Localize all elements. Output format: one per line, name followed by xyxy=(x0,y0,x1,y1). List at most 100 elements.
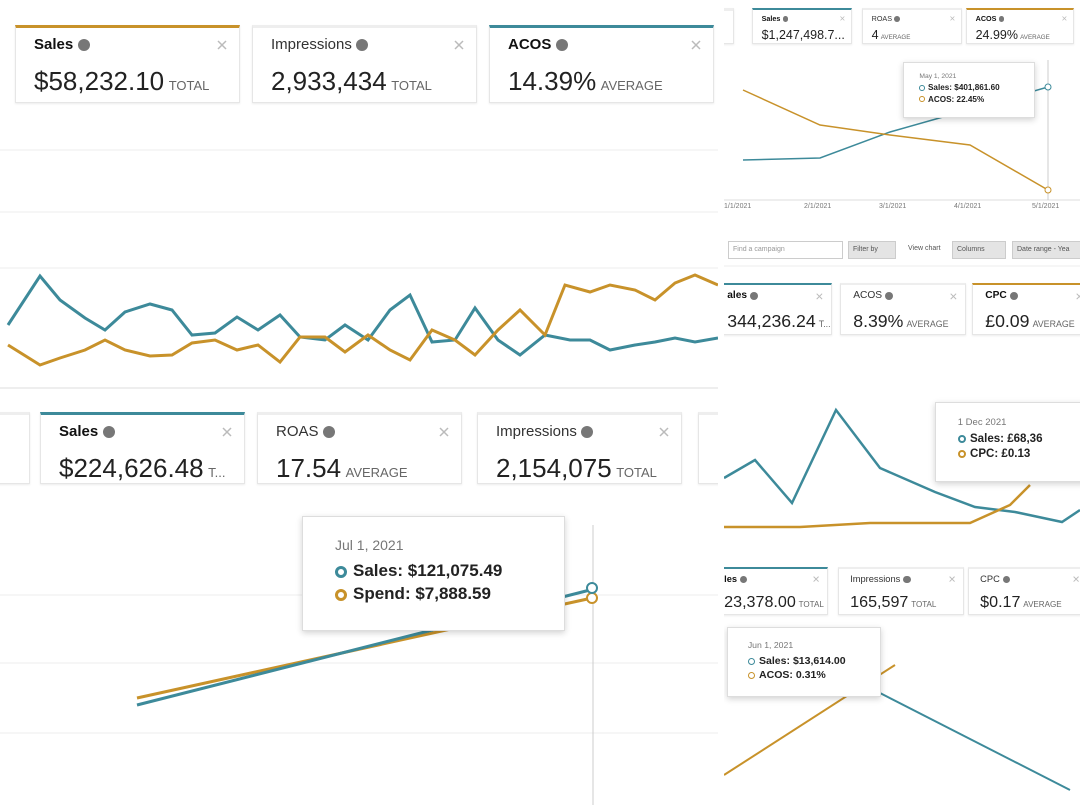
panel: Sales $58,232.10 TOTAL Impressions 2,933,434… xyxy=(0,0,718,392)
close-icon[interactable] xyxy=(659,427,669,437)
close-icon[interactable] xyxy=(950,15,956,21)
columns-button[interactable]: Columns xyxy=(952,241,1006,259)
metric-card[interactable]: Sales $224,626.48 T... xyxy=(40,412,245,484)
search-box[interactable]: Find a campaign xyxy=(728,241,843,259)
close-icon[interactable] xyxy=(1062,15,1068,21)
close-icon[interactable] xyxy=(222,427,232,437)
metric-value-text: 344,236.24 xyxy=(727,310,816,331)
metric-unit: TOTAL xyxy=(168,78,210,93)
metric-card[interactable]: Impressions 2,154,075 TOTAL xyxy=(477,412,682,484)
close-icon[interactable] xyxy=(816,293,823,300)
metric-card[interactable]: ACOS 24.99% AVERAGE xyxy=(966,8,1074,44)
metric-label-text: ROAS xyxy=(276,423,319,440)
metric-label-text: ACOS xyxy=(975,13,997,23)
date-range-button[interactable]: Date range - Yea xyxy=(1012,241,1080,259)
card-edge xyxy=(724,8,734,44)
metric-card[interactable]: ROAS 17.54 AVERAGE xyxy=(257,412,462,484)
metric-value-text: 2,933,434 xyxy=(271,66,387,96)
tooltip-date: Jul 1, 2021 xyxy=(335,537,404,553)
info-icon xyxy=(102,426,115,439)
metric-value-text: 2,154,075 xyxy=(496,453,612,483)
metric-unit: TOTAL xyxy=(911,599,937,609)
info-icon xyxy=(581,426,594,439)
metric-card[interactable]: Sales $58,232.10 TOTAL xyxy=(15,25,240,103)
tooltip-text: ACOS: 22.45% xyxy=(927,94,985,104)
metric-card[interactable]: ACOS 8.39% AVERAGE xyxy=(840,283,966,335)
close-icon[interactable] xyxy=(1076,293,1080,300)
metric-value: $1,247,498.7... xyxy=(762,28,845,42)
metric-value-text: 4 xyxy=(871,28,879,43)
tooltip-text: ACOS: 0.31% xyxy=(758,669,826,682)
metric-label-text: Sales xyxy=(761,13,781,23)
metric-card[interactable]: les 23,378.00 TOTAL xyxy=(724,567,828,615)
legend-dot xyxy=(335,565,347,578)
legend-dot xyxy=(747,671,756,680)
view-chart-label: View chart xyxy=(908,245,941,252)
metric-card[interactable]: ROAS 4 AVERAGE xyxy=(862,8,962,44)
info-icon xyxy=(998,16,1005,22)
close-icon[interactable] xyxy=(454,40,464,50)
info-icon xyxy=(1009,291,1018,300)
close-icon[interactable] xyxy=(1073,576,1080,583)
close-icon[interactable] xyxy=(691,40,701,50)
metric-label-text: les xyxy=(724,573,738,584)
metric-label: Impressions xyxy=(850,574,911,584)
metric-value: 2,933,434 TOTAL xyxy=(271,66,432,97)
metric-label: Impressions xyxy=(496,423,594,440)
metric-value-text: 165,597 xyxy=(850,592,909,611)
metric-value-text: $224,626.48 xyxy=(59,453,204,483)
metric-label: CPC xyxy=(985,290,1018,301)
metric-card[interactable]: CPC £0.09 AVERAGE xyxy=(972,283,1080,335)
metric-card[interactable]: CPC $0.17 AVERAGE xyxy=(968,567,1080,615)
legend-dot xyxy=(957,450,966,459)
metric-label: Sales xyxy=(34,36,90,53)
metric-value: $224,626.48 T... xyxy=(59,453,225,484)
panel: les 23,378.00 TOTAL Impressions 165,597 TOTAL… xyxy=(724,566,1080,806)
metric-unit: AVERAGE xyxy=(345,465,408,480)
metric-unit: TOTAL xyxy=(616,465,657,480)
filter-button[interactable]: Filter by xyxy=(848,241,896,259)
metric-value: 165,597 TOTAL xyxy=(850,593,936,612)
panel: ales 344,236.24 T... ACOS 8.39% AVERAGE CPC £0.… xyxy=(724,234,1080,562)
metric-value: 14.39% AVERAGE xyxy=(508,66,663,97)
metric-card[interactable]: Sales $1,247,498.7... xyxy=(752,8,852,44)
info-icon xyxy=(1002,575,1011,584)
metric-value: $58,232.10 TOTAL xyxy=(34,66,209,97)
metric-unit: AVERAGE xyxy=(906,318,949,329)
metric-value: 23,378.00 TOTAL xyxy=(724,593,824,612)
metric-unit: TOTAL xyxy=(391,78,432,93)
close-icon[interactable] xyxy=(217,40,227,50)
metric-card[interactable]: Impressions 165,597 TOTAL xyxy=(838,567,964,615)
tooltip-date: 1 Dec 2021 xyxy=(957,416,1007,428)
tooltip-line: ACOS: 22.45% xyxy=(919,94,1018,105)
close-icon[interactable] xyxy=(813,576,820,583)
tooltip-line: CPC: £0.13 xyxy=(957,447,1073,463)
metric-label-text: ales xyxy=(727,290,748,302)
metric-value-text: 17.54 xyxy=(276,453,342,483)
close-icon[interactable] xyxy=(950,293,957,300)
metric-label: ACOS xyxy=(508,36,568,53)
metric-value: 4 AVERAGE xyxy=(872,28,911,42)
metric-value-text: 24.99% xyxy=(975,28,1018,43)
info-icon xyxy=(555,39,568,52)
metric-unit: AVERAGE xyxy=(880,34,911,42)
tooltip-date: May 1, 2021 xyxy=(919,72,957,80)
info-icon xyxy=(894,16,900,22)
metric-card[interactable]: Impressions 2,933,434 TOTAL xyxy=(252,25,477,103)
metric-value-text: $58,232.10 xyxy=(34,66,165,96)
metric-label: ales xyxy=(727,290,759,302)
metric-label: ACOS xyxy=(853,290,894,302)
metric-card[interactable]: ACOS 14.39% AVERAGE xyxy=(489,25,714,103)
close-icon[interactable] xyxy=(949,576,956,583)
tooltip-text: CPC: £0.13 xyxy=(969,448,1031,461)
metric-unit: AVERAGE xyxy=(1023,599,1062,609)
tooltip: Jun 1, 2021 Sales: $13,614.00 ACOS: 0.31% xyxy=(727,627,881,697)
close-icon[interactable] xyxy=(439,427,449,437)
metric-card[interactable]: ales 344,236.24 T... xyxy=(724,283,832,335)
tooltip: Jul 1, 2021 Sales: $121,075.49 Spend: $7,8… xyxy=(302,516,565,631)
metric-label-text: ACOS xyxy=(853,290,883,302)
tooltip-text: Sales: $121,075.49 xyxy=(353,561,503,580)
tooltip-text: Sales: £68,36 xyxy=(969,432,1043,445)
close-icon[interactable] xyxy=(840,15,846,21)
